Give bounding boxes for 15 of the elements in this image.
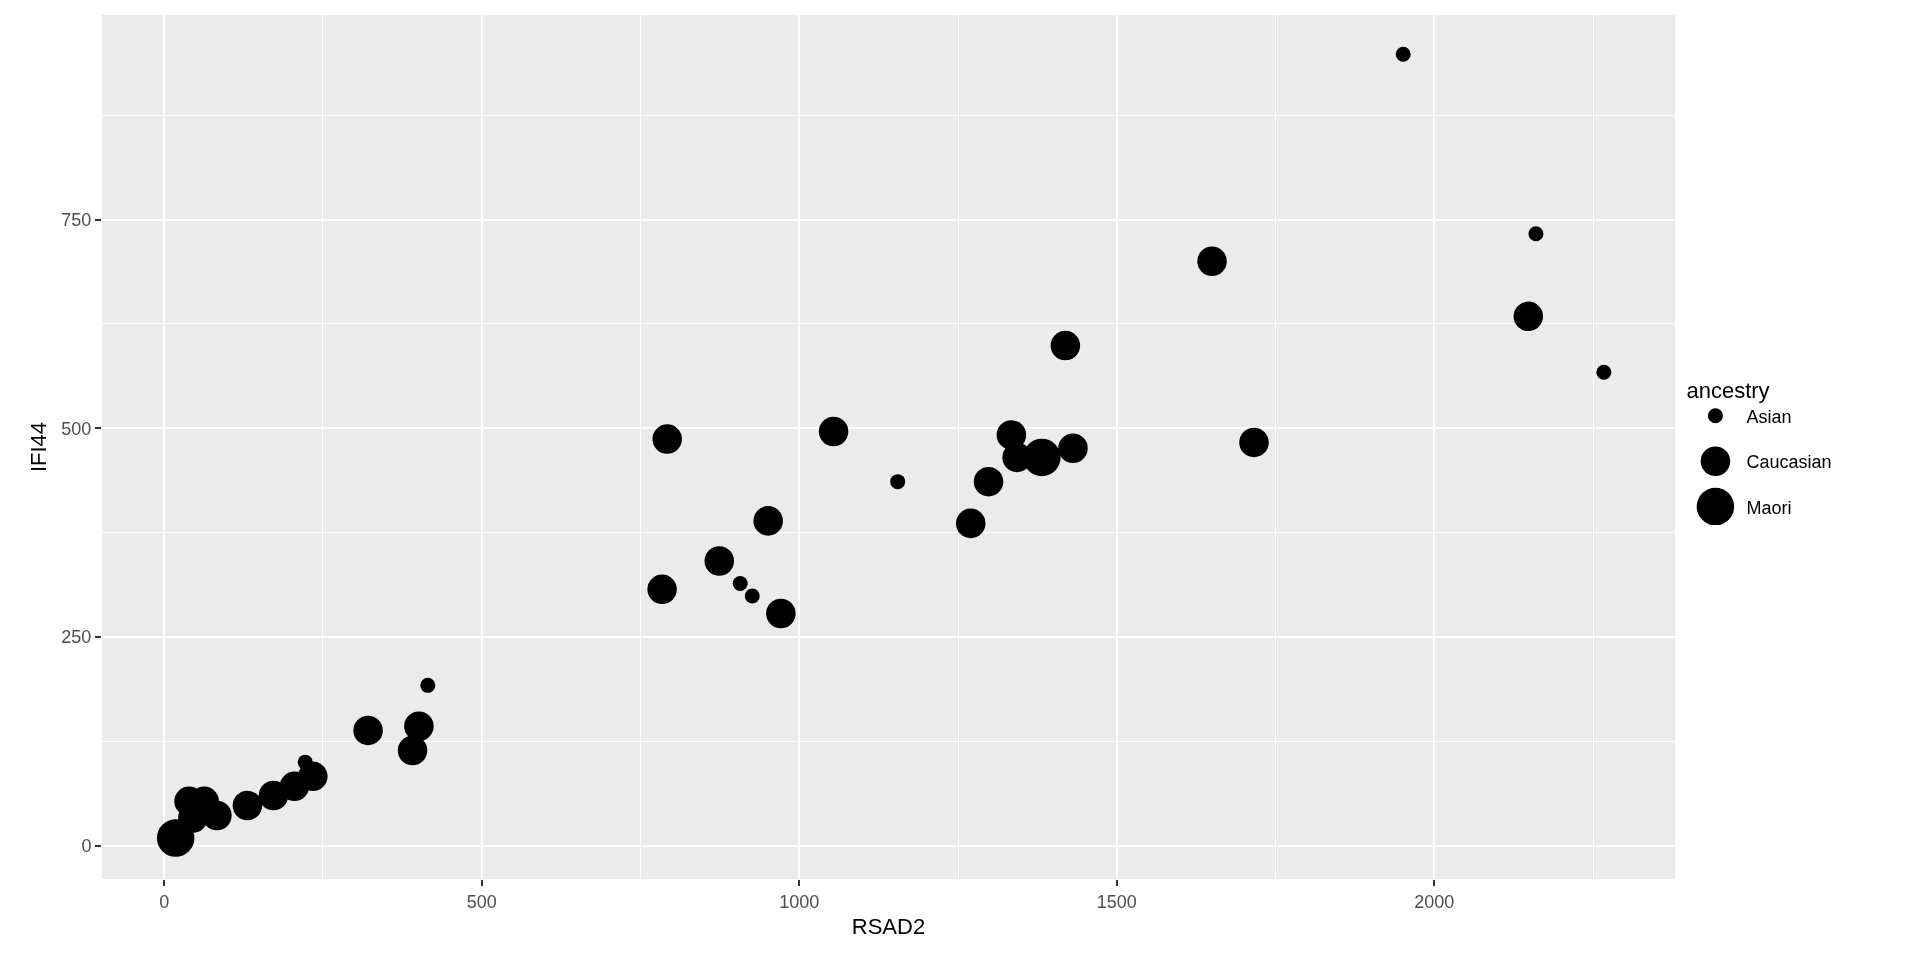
x-tick-label: 2000 xyxy=(1414,891,1455,912)
y-tick-label: 0 xyxy=(81,835,92,856)
x-tick-label: 1500 xyxy=(1096,891,1137,912)
y-axis-title: IFI44 xyxy=(26,421,52,473)
x-tick-label: 500 xyxy=(466,891,497,912)
y-tick-label: 250 xyxy=(61,627,92,648)
legend-label: Maori xyxy=(1746,497,1792,518)
y-tick-label: 750 xyxy=(61,209,92,230)
legend-label: Asian xyxy=(1746,406,1792,427)
x-axis-title: RSAD2 xyxy=(851,914,926,940)
legend-title: ancestry xyxy=(1686,377,1770,403)
x-tick-label: 0 xyxy=(159,891,170,912)
y-tick-label: 500 xyxy=(61,418,92,439)
legend-label: Caucasian xyxy=(1746,452,1832,473)
x-tick-label: 1000 xyxy=(779,891,820,912)
